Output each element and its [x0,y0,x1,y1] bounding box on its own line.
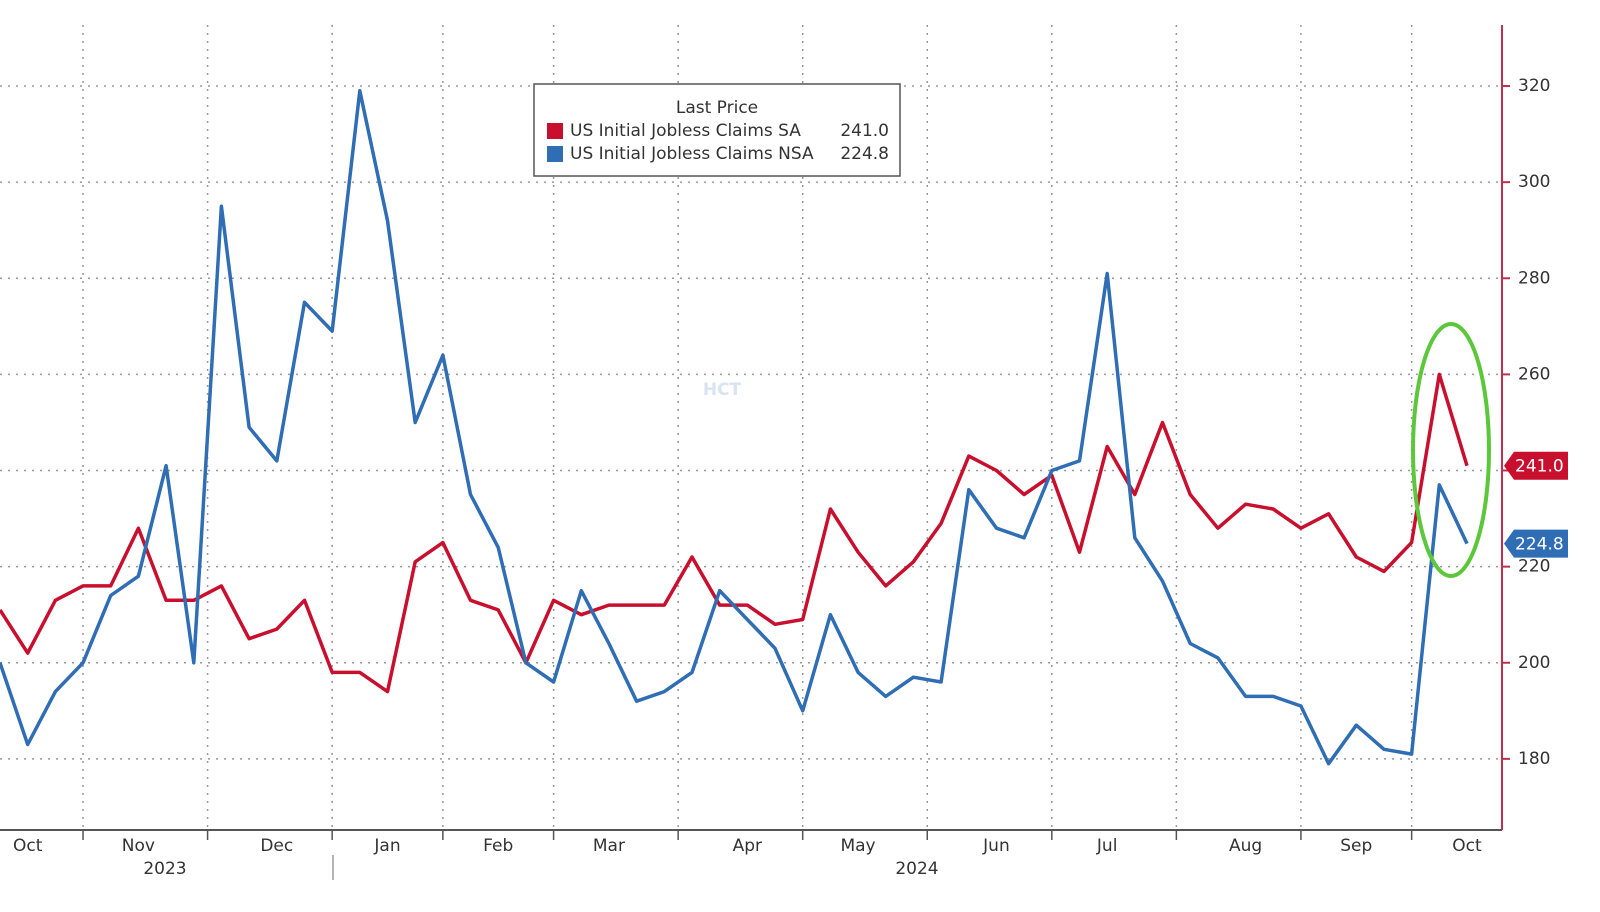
legend-value: 241.0 [840,121,889,141]
x-tick-label: Dec [260,836,293,856]
last-price-label: 241.0 [1515,457,1564,477]
x-tick-label: Aug [1229,836,1262,856]
legend-label: US Initial Jobless Claims SA [570,121,801,141]
x-tick-label: May [840,836,875,856]
year-label: 2023 [143,859,186,879]
legend-box [533,83,901,177]
x-tick-label: Nov [122,836,155,856]
legend-value: 224.8 [840,144,889,164]
legend-label: US Initial Jobless Claims NSA [570,144,814,164]
last-price-tag [1504,451,1568,480]
y-tick-label: 200 [1518,653,1550,673]
y-tick-label: 220 [1518,557,1550,577]
x-tick-label: Feb [483,836,513,856]
line-series [0,89,1469,766]
y-tick-label: 180 [1518,749,1550,769]
x-tick-label: Sep [1340,836,1372,856]
y-tick-label: 320 [1518,76,1550,96]
legend-swatch [547,123,563,139]
x-tick-label: Oct [1452,836,1482,856]
y-tick-label: 280 [1518,268,1550,288]
last-price-tag [1504,529,1568,558]
legend-swatch [547,146,563,162]
x-tick-label: Jul [1096,836,1118,856]
x-tick-label: Mar [593,836,625,856]
plot-area: 180200220240260280300320OctNovDecJanFebM… [0,25,1550,880]
line-series [0,372,1469,694]
y-tick-label: 300 [1518,172,1550,192]
year-label: 2024 [895,859,938,879]
watermark: HCT [703,380,742,400]
x-tick-label: Jun [982,836,1010,856]
y-tick-label: 260 [1518,364,1550,384]
x-tick-label: Oct [13,836,43,856]
x-tick-label: Apr [733,836,762,856]
last-price-label: 224.8 [1515,535,1564,555]
highlight-ellipse [1411,322,1491,578]
x-tick-label: Jan [373,836,400,856]
legend-title: Last Price [676,98,758,118]
